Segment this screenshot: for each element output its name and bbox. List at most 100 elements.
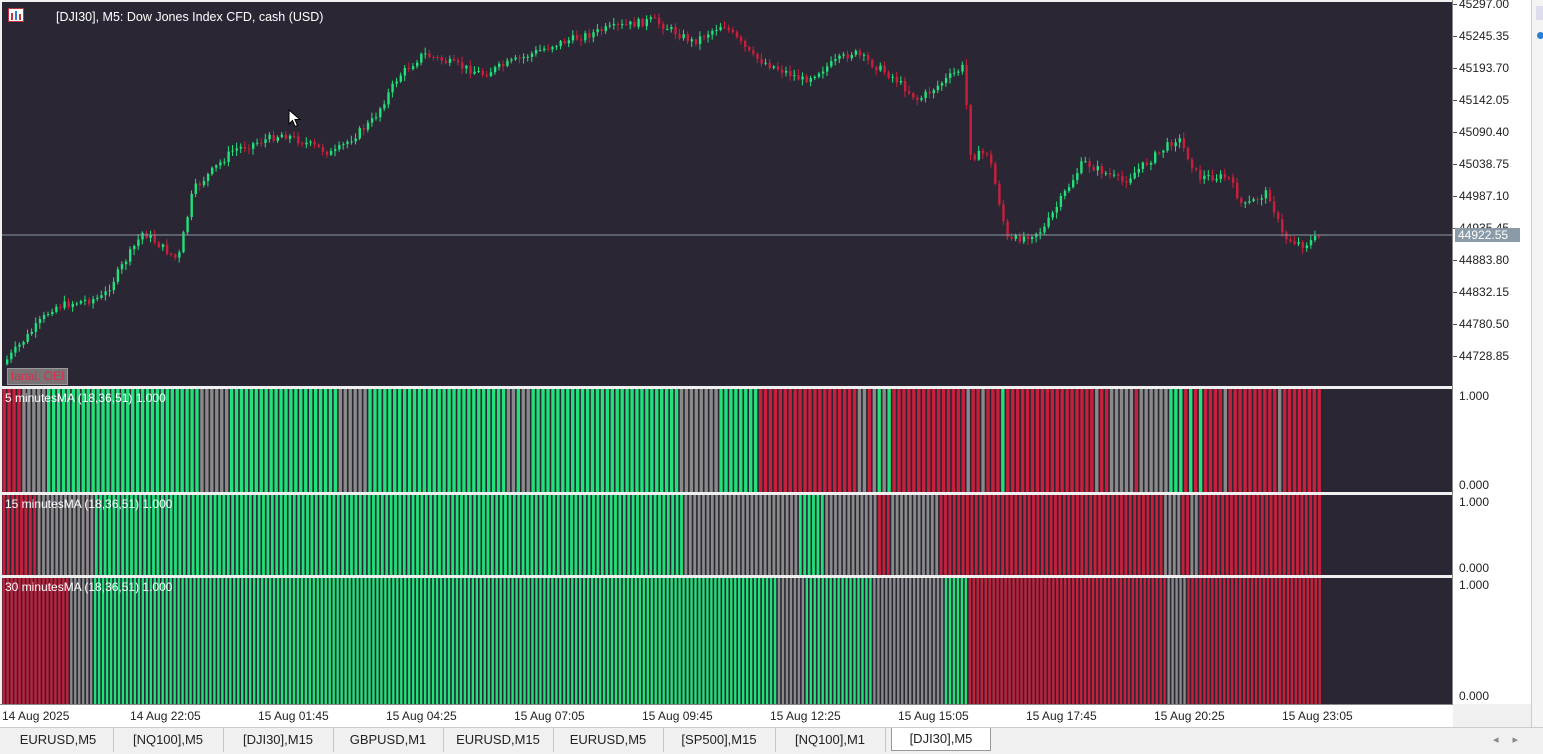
histogram-bar [394, 495, 397, 575]
candle [793, 69, 796, 81]
histogram-bar [776, 495, 780, 575]
histogram-bar [719, 389, 723, 492]
histogram-bar [745, 578, 749, 704]
tab-eurusd-m15[interactable]: EURUSD,M15 [443, 728, 554, 752]
indicator-title: 30 minutesMA (18,36,51) 1.000 [5, 580, 173, 594]
histogram-bar [1135, 578, 1139, 704]
tab-next-icon[interactable]: ▸ [1512, 734, 1518, 746]
histogram-bar [877, 389, 881, 492]
trade-label[interactable]: tanal. OEI [7, 368, 69, 385]
histogram-bar [1015, 389, 1020, 492]
candle [112, 277, 115, 294]
price-chart-pane[interactable]: [DJI30], M5: Dow Jones Index CFD, cash (… [2, 2, 1452, 386]
histogram-bar [1212, 495, 1216, 575]
histogram-bar [793, 578, 797, 704]
tab-prev-icon[interactable]: ◂ [1492, 734, 1499, 746]
histogram-bar [191, 495, 195, 575]
candle [329, 147, 333, 156]
candle [698, 31, 702, 50]
histogram-bar [1030, 389, 1035, 492]
histogram-bar [443, 578, 447, 704]
histogram-bar [380, 495, 384, 575]
histogram-bar [1134, 389, 1138, 492]
indicator-pane-15m[interactable]: 15 minutesMA (18,36,51) 1.000 [2, 495, 1452, 575]
candle [1125, 176, 1128, 189]
indicator-histogram-15m [2, 495, 1321, 575]
histogram-bar [702, 578, 705, 704]
tab-nq100-m5[interactable]: [NQ100],M5 [113, 728, 224, 752]
histogram-bar [820, 495, 824, 575]
histogram-bar [966, 495, 969, 575]
price-scale[interactable]: 45297.00 45245.35 45193.70 45142.05 45090.40… [1452, 0, 1531, 388]
candle [1031, 235, 1034, 244]
tab-sp500-m15[interactable]: [SP500],M15 [663, 728, 776, 752]
histogram-bar [220, 389, 224, 492]
indicator-pane-30m[interactable]: 30 minutesMA (18,36,51) 1.000 [2, 578, 1452, 704]
histogram-bar [1195, 578, 1198, 704]
histogram-bar [1159, 389, 1163, 492]
histogram-bar [94, 495, 98, 575]
candle [350, 135, 353, 145]
candlestick-chart[interactable] [2, 2, 1452, 386]
histogram-bar [1104, 389, 1109, 492]
time-label: 14 Aug 22:05 [130, 709, 201, 723]
histogram-bar [686, 578, 689, 704]
time-axis[interactable]: 14 Aug 2025 14 Aug 22:05 15 Aug 01:45 15 Au… [0, 704, 1453, 727]
histogram-bar [477, 495, 481, 575]
histogram-bar [372, 578, 375, 704]
candle [1067, 183, 1071, 193]
histogram-bar [182, 495, 186, 575]
histogram-bar [1248, 389, 1252, 492]
histogram-bar [710, 578, 713, 704]
histogram-bar [1256, 495, 1260, 575]
histogram-bar [916, 578, 920, 704]
histogram-bar [178, 495, 182, 575]
histogram-bar [336, 578, 339, 704]
indicator-pane-5m[interactable]: 5 minutesMA (18,36,51) 1.000 [2, 389, 1452, 492]
histogram-bar [411, 495, 415, 575]
candle [141, 231, 144, 245]
side-panel-strip[interactable] [1531, 0, 1543, 727]
histogram-bar [415, 578, 419, 704]
tab-nq100-m1[interactable]: [NQ100],M1 [775, 728, 886, 752]
tab-dji30-m5[interactable]: [DJI30],M5 [891, 728, 991, 751]
histogram-bar [150, 389, 155, 492]
histogram-bar [389, 495, 393, 575]
histogram-bar [318, 389, 323, 492]
histogram-bar [838, 389, 842, 492]
tab-eurusd-m5[interactable]: EURUSD,M5 [553, 728, 664, 752]
histogram-bar [320, 578, 323, 704]
histogram-bar [412, 389, 417, 492]
histogram-bar [125, 578, 129, 704]
histogram-bar [160, 495, 164, 575]
histogram-bar [1168, 495, 1172, 575]
histogram-bar [324, 578, 327, 704]
candle [42, 311, 46, 323]
candle [1108, 167, 1112, 179]
histogram-bar [726, 578, 729, 704]
histogram-bar [1221, 495, 1225, 575]
histogram-bar [724, 495, 727, 575]
histogram-bar [682, 578, 685, 704]
price-label: 45297.00 [1459, 0, 1510, 11]
candle [551, 45, 554, 53]
scale-max: 1.000 [1459, 578, 1490, 592]
histogram-bar [1080, 389, 1084, 492]
histogram-bar [630, 389, 634, 492]
tab-eurusd-m5[interactable]: EURUSD,M5 [3, 728, 114, 752]
histogram-bar [1191, 578, 1194, 704]
histogram-bar [1083, 578, 1087, 704]
histogram-bar [185, 578, 188, 704]
histogram-bar [229, 389, 234, 492]
histogram-bar [109, 578, 113, 704]
histogram-bar [530, 495, 534, 575]
histogram-bar [714, 389, 718, 492]
tab-gbpusd-m1[interactable]: GBPUSD,M1 [333, 728, 444, 752]
histogram-bar [256, 578, 260, 704]
histogram-bar [407, 495, 411, 575]
histogram-bar [451, 578, 455, 704]
chart-type-icon[interactable] [8, 8, 46, 24]
histogram-bar [526, 389, 530, 492]
candle [739, 34, 743, 45]
tab-dji30-m15[interactable]: [DJI30],M15 [223, 728, 334, 752]
